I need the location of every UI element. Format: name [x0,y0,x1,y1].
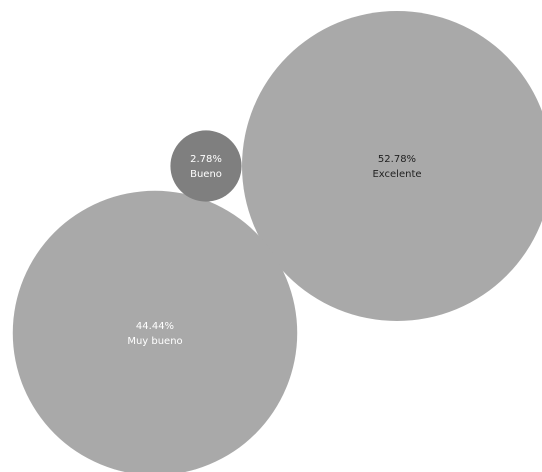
bubble-circle[interactable] [12,190,298,472]
bubble-value-label: 44.44% [136,321,174,332]
bubble-circle[interactable] [242,11,542,321]
bubble-muy-bueno[interactable]: 44.44% Muy bueno [12,190,298,472]
bubble-category-label: Bueno [190,169,222,180]
bubble-category-label: Muy bueno [127,336,182,347]
bubble-excelente[interactable]: 52.78% Excelente [242,11,542,321]
bubble-circle[interactable] [170,130,242,202]
bubble-value-label: 2.78% [190,154,222,165]
bubble-bueno[interactable]: 2.78% Bueno [170,130,242,202]
bubble-category-label: Excelente [372,169,421,180]
bubble-value-label: 52.78% [378,154,416,165]
